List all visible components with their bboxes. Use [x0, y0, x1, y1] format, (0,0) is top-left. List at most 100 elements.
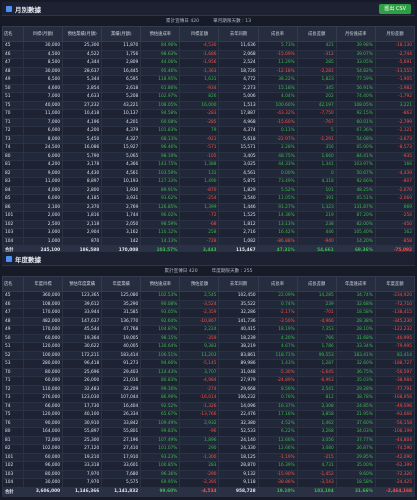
- cell: -72: [179, 211, 220, 221]
- cell: 183,414: [101, 350, 142, 360]
- cell: 11,636: [218, 41, 259, 51]
- cell: -4,984: [179, 376, 220, 386]
- section-header: 月別數據 匯出 CSV: [2, 2, 415, 16]
- cell: 2,308: [296, 401, 337, 411]
- cell: 3,405: [218, 151, 259, 161]
- cell: -1,363: [179, 66, 220, 76]
- cell: 3,080: [296, 444, 337, 454]
- cell: -13,766: [179, 410, 220, 420]
- cell: 125,080: [101, 291, 142, 301]
- cell: -934: [179, 83, 220, 93]
- cell: 28,637: [62, 66, 103, 76]
- cell: 5: [296, 126, 337, 136]
- table-row: 86 2,100 2,370 2,769 126.85% 1,399 1,446 91.27%…: [2, 202, 416, 212]
- column-header: 店名: [2, 276, 24, 292]
- cell: 9.60%: [335, 469, 376, 479]
- table-row: 48 30,000 28,637 16,445 95.46% -1,363 18,726 -1…: [2, 66, 416, 76]
- cell: 136,770: [101, 316, 142, 326]
- cell: 39,612: [62, 299, 103, 309]
- cell: 162: [374, 228, 416, 238]
- export-button[interactable]: 匯出 CSV: [379, 3, 411, 14]
- cell: 11,203: [179, 350, 220, 360]
- cell: 1,660: [296, 151, 337, 161]
- section-title: 月別數據: [6, 4, 41, 14]
- cell: 3,268: [296, 427, 337, 437]
- cell: 126.85%: [140, 202, 181, 212]
- cell: 110.12%: [140, 228, 181, 238]
- cell: 15,927: [101, 143, 142, 153]
- cell: 3,858: [296, 410, 337, 420]
- cell: 4,522: [62, 49, 103, 59]
- cell: 31.66%: [335, 486, 376, 497]
- cell: 21,016: [101, 376, 142, 386]
- cell: 2.28%: [257, 143, 298, 153]
- cell: 8,500: [22, 58, 64, 68]
- cell: 870: [62, 236, 103, 246]
- cell: 35.00%: [335, 461, 376, 471]
- cell: 32,483: [62, 384, 103, 394]
- cell: 356: [296, 143, 337, 153]
- cell: 38.78%: [335, 393, 376, 403]
- cell: 13.13%: [257, 219, 298, 229]
- cell: -767: [296, 117, 337, 127]
- cell: 1,744: [101, 211, 142, 221]
- cell: 82.00%: [335, 219, 376, 229]
- title-text: 年度數據: [15, 255, 41, 264]
- cell: 170,000: [22, 308, 64, 318]
- cell: -3,524: [179, 299, 220, 309]
- cell: -5.30%: [257, 367, 298, 377]
- cell: 14.20%: [335, 236, 376, 246]
- cell: 66,000: [22, 401, 64, 411]
- cell: 2,118: [62, 219, 103, 229]
- summary-item: 累計宣傳日 420: [164, 269, 198, 274]
- icon: [6, 255, 12, 262]
- cell: 94.58%: [140, 109, 181, 119]
- cell: -2,395: [179, 478, 220, 488]
- cell: 4.67%: [257, 342, 298, 352]
- column-header: 成長率: [257, 26, 298, 42]
- cell: -7,750: [296, 109, 337, 119]
- cell: 92.52%: [140, 401, 181, 411]
- cell: -254: [179, 194, 220, 204]
- cell: 4,561: [218, 168, 259, 178]
- table-row: 101 60,000 19,210 17,910 93.23% -1,300 18,125-…: [2, 452, 416, 462]
- cell: 19.10%: [257, 486, 298, 497]
- cell: 120,000: [22, 342, 64, 352]
- cell: 1,631: [179, 75, 220, 85]
- cell: 19,210: [62, 452, 103, 462]
- table-row: 84 4,000 2,800 1,930 89.91% -870 1,829 5.52% 101…: [2, 185, 416, 195]
- cell: 17.16%: [257, 410, 298, 420]
- cell: 85: [2, 194, 24, 204]
- cell: 21.95%: [335, 410, 376, 420]
- cell: 1,829: [218, 185, 259, 195]
- cell: 1.43%: [257, 359, 298, 369]
- cell: 40,415: [218, 325, 259, 335]
- cell: -1,956: [179, 58, 220, 68]
- cell: 30,910: [62, 418, 103, 428]
- cell: 1,399: [179, 202, 220, 212]
- cell: 276,000: [22, 393, 64, 403]
- cell: -1,452: [296, 469, 337, 479]
- cell: 47: [2, 308, 24, 318]
- cell: 30,000: [22, 41, 64, 51]
- cell: 36.75%: [335, 367, 376, 377]
- cell: 1,490: [179, 177, 220, 187]
- table-row: 80 6,000 5,790 5,065 98.19% -105 3,405 48.75% 1,…: [2, 151, 416, 161]
- table-row: 71 60,000 26,000 21,016 80.83% -4,984 27,979 -2…: [2, 376, 416, 386]
- table-row: 45 30,000 25,300 11,870 84.96% -4,530 11,636 5.…: [2, 41, 416, 51]
- cell: 89,986: [218, 359, 259, 369]
- cell: -870: [179, 185, 220, 195]
- cell: -2,744: [374, 49, 416, 59]
- cell: 83: [2, 177, 24, 187]
- cell: 2,224: [179, 325, 220, 335]
- cell: 3,178: [62, 160, 103, 170]
- column-header: 成長差額: [296, 276, 337, 292]
- cell: 826: [179, 92, 220, 102]
- cell: 80,000: [22, 469, 64, 479]
- cell: 72: [2, 384, 24, 394]
- cell: -38,984: [374, 376, 416, 386]
- cell: 1,812: [218, 219, 259, 229]
- cell: -2,799: [374, 117, 416, 127]
- cell: 285: [296, 58, 337, 68]
- cell: -50,597: [374, 367, 416, 377]
